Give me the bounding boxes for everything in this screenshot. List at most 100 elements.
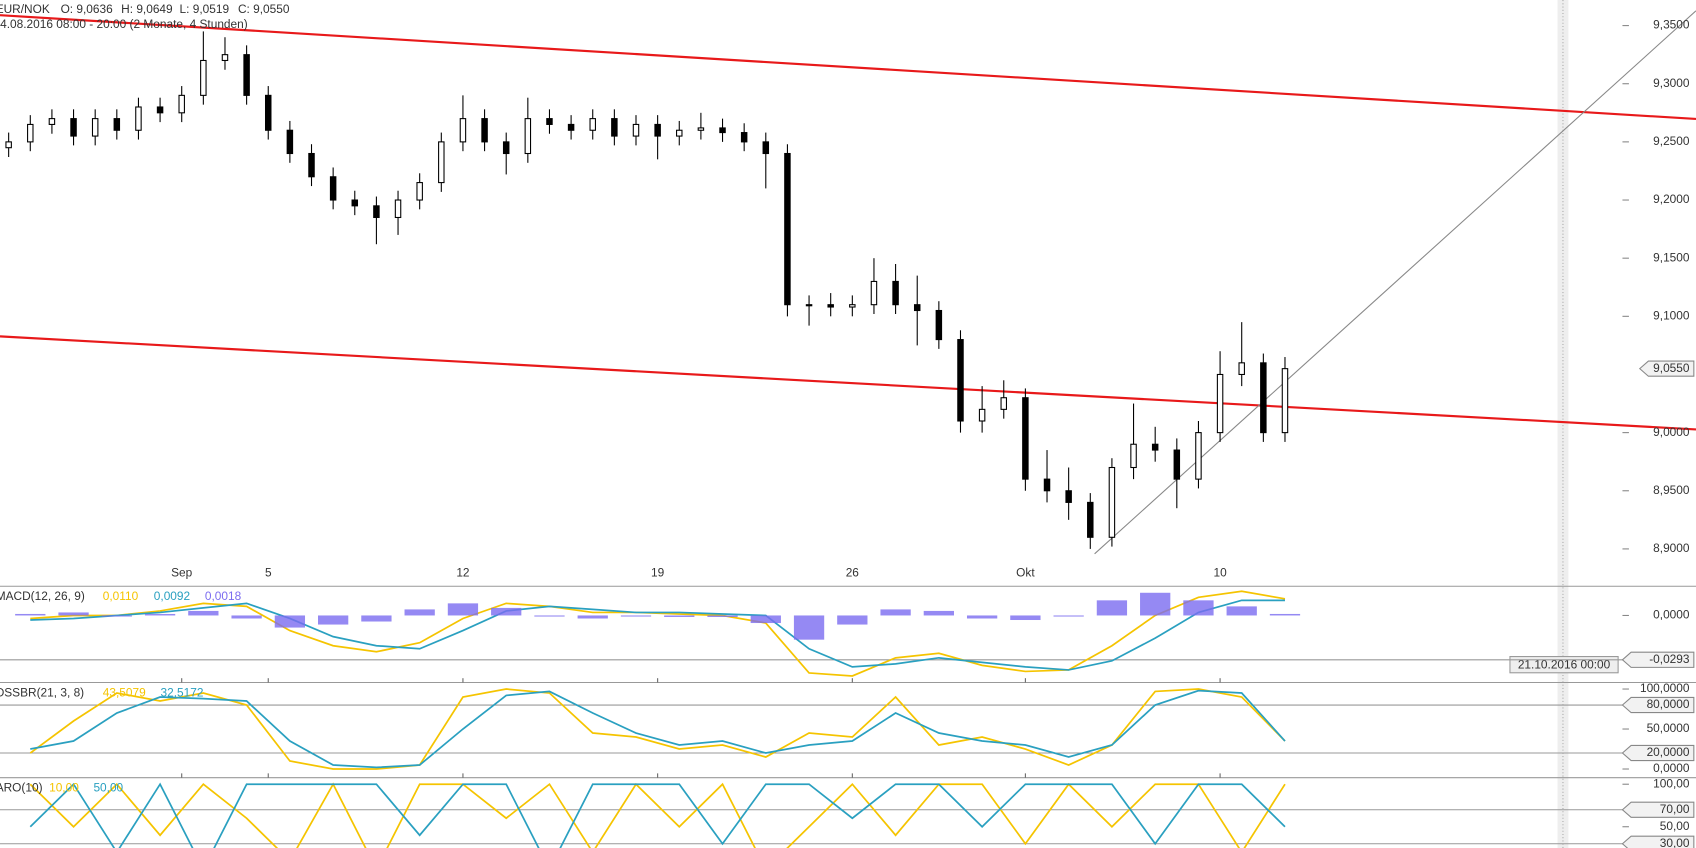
indicator-label: MACD(12, 26, 9) — [0, 589, 85, 603]
histogram-bar — [58, 612, 89, 616]
indicator-readout: 0,0092 — [154, 589, 190, 603]
candle-body — [5, 141, 12, 149]
candle-body — [784, 152, 791, 306]
indicator-label: DSSBR(21, 3, 8) — [0, 685, 84, 699]
candle-body — [849, 304, 856, 308]
value-tag-label: 70,00 — [1660, 802, 1690, 816]
histogram-bar — [923, 610, 954, 616]
candle-body — [1281, 368, 1289, 434]
candle-body — [805, 304, 813, 307]
candle-body — [740, 132, 748, 143]
y-tick-label: 8,9500 — [1653, 483, 1690, 497]
quote-low: L: 9,0519 — [180, 2, 230, 16]
y-tick-label: 9,2000 — [1653, 192, 1690, 206]
trend-line — [1094, 10, 1696, 555]
histogram-bar — [707, 615, 738, 617]
histogram-bar — [793, 615, 825, 640]
candle-body — [135, 106, 142, 131]
candle-body — [502, 141, 510, 155]
candle-body — [459, 118, 467, 143]
candle-body — [373, 205, 380, 219]
candle-body — [697, 127, 705, 131]
candle-body — [1108, 466, 1116, 538]
candle-body — [1260, 362, 1267, 434]
x-tick-label: 26 — [846, 565, 860, 579]
crosshair-band — [1557, 0, 1569, 848]
candle-body — [200, 59, 207, 96]
histogram-bar — [837, 615, 868, 625]
crosshair-label: 21.10.2016 00:00 — [1518, 657, 1611, 671]
histogram-bar — [188, 610, 219, 616]
trend-line — [0, 335, 1696, 431]
candle-body — [957, 339, 964, 422]
candle-body — [892, 280, 899, 306]
quote-open: O: 9,0636 — [61, 2, 114, 16]
y-tick-label: 100,00 — [1653, 776, 1690, 790]
x-tick-label: 19 — [651, 565, 665, 579]
y-tick-label: 9,2500 — [1653, 134, 1690, 148]
histogram-bar — [664, 615, 695, 617]
histogram-bar — [966, 615, 998, 619]
indicator-readout: 50,00 — [93, 781, 123, 795]
candle-body — [978, 408, 986, 422]
value-tag — [1621, 651, 1695, 668]
candle-body — [1173, 449, 1181, 480]
x-tick-label: Okt — [1016, 565, 1035, 579]
candle-body — [329, 176, 337, 201]
indicator-readout: 0,0110 — [103, 589, 139, 603]
y-tick-label: 9,3500 — [1653, 18, 1690, 32]
histogram-bar — [447, 603, 479, 616]
candle-body — [351, 199, 359, 207]
value-tag — [1621, 696, 1695, 714]
candle-body — [632, 123, 640, 137]
y-tick-label: 9,3000 — [1653, 76, 1690, 90]
value-tag — [1621, 835, 1695, 848]
candle-body — [654, 123, 661, 137]
candle-body — [481, 118, 488, 143]
value-tag-label: 20,0000 — [1647, 745, 1690, 759]
histogram-bar — [880, 609, 911, 616]
x-tick-label: 10 — [1213, 565, 1227, 579]
candle-body — [416, 182, 423, 201]
candle-body — [70, 118, 77, 137]
indicator-line — [30, 599, 1285, 671]
indicator-line — [29, 688, 1286, 770]
histogram-bar — [318, 615, 349, 625]
last-price-tag — [1638, 360, 1695, 377]
histogram-bar — [231, 615, 262, 619]
histogram-bar — [577, 615, 608, 619]
candle-body — [438, 141, 445, 184]
y-tick-label: 100,0000 — [1640, 681, 1690, 695]
last-price-label: 9,0550 — [1653, 361, 1690, 375]
candle-body — [567, 123, 575, 131]
indicator-readout: 0,0018 — [205, 589, 242, 603]
candle-body — [1000, 397, 1007, 410]
histogram-bar — [1269, 613, 1301, 616]
candle-body — [265, 94, 272, 131]
histogram-bar — [404, 609, 435, 616]
header: EUR/NOK O: 9,0636 H: 9,0649 L: 9,0519 C:… — [0, 2, 290, 31]
histogram-bar — [750, 615, 781, 624]
candle-body — [286, 129, 294, 155]
candle-body — [611, 118, 618, 137]
histogram-bar — [1053, 615, 1084, 617]
y-tick-label: 50,0000 — [1647, 721, 1690, 735]
x-tick-label: 5 — [265, 565, 272, 579]
candle-body — [589, 118, 596, 131]
indicator-readout: 10,00 — [49, 781, 79, 795]
y-tick-label: 9,1000 — [1653, 308, 1690, 322]
candle-body — [546, 118, 553, 125]
y-tick-label: 9,1500 — [1653, 250, 1690, 264]
candle-body — [308, 152, 315, 178]
candle-body — [1151, 443, 1159, 451]
candle-body — [913, 304, 921, 312]
subtitle: 24.08.2016 08:00 - 20:00 (2 Monate, 4 St… — [0, 17, 248, 31]
candle-body — [221, 54, 229, 62]
candle-body — [676, 129, 683, 137]
indicator-label: ARO(10) — [0, 781, 43, 795]
value-tag-label: 80,0000 — [1647, 697, 1690, 711]
indicator-line — [29, 782, 1286, 848]
indicator-readout: 43,5079 — [103, 685, 146, 699]
